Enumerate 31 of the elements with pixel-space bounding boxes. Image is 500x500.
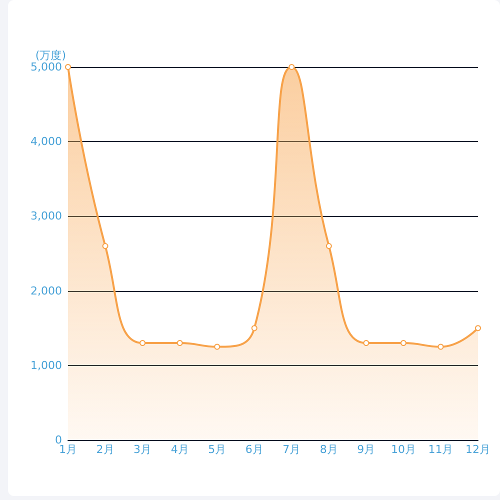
point [363,340,370,346]
y-axis-title: (万度) [35,49,66,62]
point [288,64,295,70]
point [251,325,258,332]
point [176,340,183,346]
y-tick-label: 1,000 [30,358,62,372]
x-tick-label: 8月 [320,443,338,456]
x-tick-label: 9月 [357,443,376,456]
x-tick-label: 10月 [390,443,416,456]
y-tick-label: 2,000 [30,284,62,298]
point [400,340,406,346]
x-tick-label: 3月 [134,443,152,456]
point [214,344,220,350]
point [438,344,444,350]
x-tick-label: 12月 [466,443,490,456]
point [475,325,481,332]
x-tick-label: 6月 [245,443,264,456]
x-tick-label: 4月 [170,443,189,456]
x-tick-label: 5月 [208,443,226,456]
x-tick-label: 2月 [96,443,114,456]
y-tick-label: 5,000 [30,60,62,74]
y-tick-label: 3,000 [30,210,62,223]
point [140,340,146,346]
y-tick-label: 0 [55,434,62,446]
x-tick-label: 1月 [59,443,77,456]
y-tick-label: 4,000 [30,135,62,148]
x-tick-label: 7月 [282,443,301,456]
point [326,243,332,250]
point [65,64,71,70]
x-tick-label: 11月 [428,443,454,456]
point [102,243,108,250]
